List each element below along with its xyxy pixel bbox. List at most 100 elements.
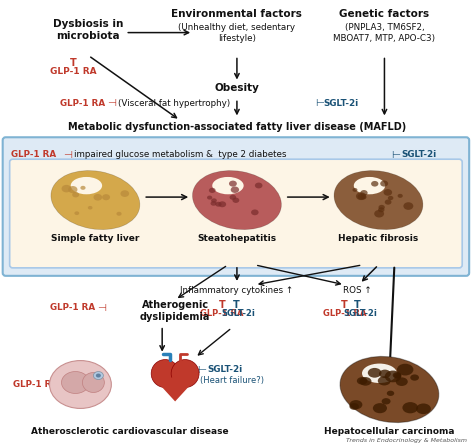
Ellipse shape (120, 190, 129, 197)
Text: Hepatocellular carcinoma: Hepatocellular carcinoma (324, 427, 455, 436)
Ellipse shape (359, 377, 372, 386)
Text: SGLT-2i: SGLT-2i (207, 365, 242, 374)
Text: Dysbiosis in
microbiota: Dysbiosis in microbiota (53, 19, 124, 41)
Text: GLP-1 RA: GLP-1 RA (50, 67, 97, 76)
Text: GLP-1 RA: GLP-1 RA (60, 99, 105, 108)
Ellipse shape (255, 183, 263, 189)
Ellipse shape (102, 194, 110, 200)
Ellipse shape (416, 404, 431, 414)
Ellipse shape (211, 198, 217, 203)
Circle shape (171, 360, 199, 388)
Ellipse shape (229, 195, 236, 200)
Text: dyslipidemia: dyslipidemia (140, 312, 210, 322)
Text: ⊢: ⊢ (197, 365, 206, 375)
Ellipse shape (209, 188, 216, 193)
Ellipse shape (81, 186, 86, 190)
Ellipse shape (378, 207, 384, 212)
Ellipse shape (51, 171, 140, 229)
Ellipse shape (251, 210, 259, 215)
Text: (Heart failure?): (Heart failure?) (200, 376, 264, 385)
Text: Trends in Endocrinology & Metabolism: Trends in Endocrinology & Metabolism (346, 438, 467, 444)
Text: T: T (219, 300, 225, 310)
Polygon shape (153, 378, 197, 401)
Text: Inflammatory cytokines ↑: Inflammatory cytokines ↑ (180, 286, 293, 295)
Ellipse shape (82, 373, 104, 392)
Ellipse shape (410, 375, 419, 381)
Text: SGLT-2i: SGLT-2i (324, 99, 359, 108)
Text: Metabolic dysfunction-associated fatty liver disease (MAFLD): Metabolic dysfunction-associated fatty l… (68, 122, 406, 132)
Ellipse shape (88, 206, 92, 210)
Ellipse shape (231, 186, 239, 193)
Ellipse shape (356, 192, 366, 200)
Ellipse shape (68, 186, 77, 193)
Ellipse shape (229, 181, 237, 187)
Ellipse shape (396, 377, 408, 386)
Ellipse shape (93, 194, 102, 201)
Ellipse shape (192, 171, 282, 229)
Ellipse shape (380, 181, 388, 187)
Text: GLP-1 RA: GLP-1 RA (13, 380, 58, 389)
Ellipse shape (93, 371, 103, 379)
Ellipse shape (349, 400, 363, 409)
Text: Genetic factors: Genetic factors (339, 9, 429, 19)
Ellipse shape (371, 181, 378, 186)
Text: Environmental factors: Environmental factors (172, 9, 302, 19)
Ellipse shape (212, 177, 244, 194)
Ellipse shape (72, 192, 79, 198)
Ellipse shape (398, 194, 403, 198)
Ellipse shape (210, 201, 217, 206)
Ellipse shape (96, 374, 101, 378)
Text: T: T (341, 300, 348, 310)
Text: ⊣: ⊣ (64, 150, 73, 160)
Ellipse shape (353, 188, 357, 192)
Text: GLP-1 RA: GLP-1 RA (50, 303, 95, 312)
Text: ROS ↑: ROS ↑ (343, 286, 372, 295)
Text: Simple fatty liver: Simple fatty liver (51, 234, 139, 243)
Ellipse shape (379, 370, 391, 378)
Text: Hepatic fibrosis: Hepatic fibrosis (338, 234, 419, 243)
Text: impaired glucose metabolism &  type 2 diabetes: impaired glucose metabolism & type 2 dia… (74, 150, 287, 159)
Text: (Unhealthy diet, sedentary
lifestyle): (Unhealthy diet, sedentary lifestyle) (178, 23, 295, 43)
Ellipse shape (402, 402, 418, 414)
Ellipse shape (392, 372, 401, 378)
Ellipse shape (334, 171, 423, 229)
Ellipse shape (354, 177, 385, 194)
Ellipse shape (357, 377, 367, 385)
Ellipse shape (378, 205, 385, 210)
Text: SGLT-2i: SGLT-2i (401, 150, 437, 159)
Text: SGLT-2i: SGLT-2i (221, 309, 255, 318)
Ellipse shape (368, 368, 382, 378)
Ellipse shape (219, 201, 226, 207)
Ellipse shape (357, 194, 365, 200)
Ellipse shape (373, 403, 387, 413)
Text: ⊢: ⊢ (392, 150, 401, 160)
Text: T: T (70, 57, 77, 68)
Ellipse shape (215, 202, 221, 207)
Text: GLP-1 RA: GLP-1 RA (323, 309, 366, 318)
Ellipse shape (378, 376, 391, 385)
Text: T: T (233, 300, 239, 310)
Text: ⊣: ⊣ (51, 379, 60, 389)
Ellipse shape (340, 357, 439, 422)
Text: Steatohepatitis: Steatohepatitis (197, 234, 276, 243)
Ellipse shape (383, 189, 392, 196)
Ellipse shape (71, 177, 102, 194)
Text: T: T (354, 300, 361, 310)
Ellipse shape (388, 196, 393, 200)
Ellipse shape (374, 210, 384, 218)
FancyBboxPatch shape (9, 159, 462, 268)
Text: Atherogenic: Atherogenic (142, 300, 209, 310)
Ellipse shape (50, 361, 111, 409)
Text: SGLT-2i: SGLT-2i (344, 309, 377, 318)
Ellipse shape (117, 212, 122, 216)
Ellipse shape (385, 199, 392, 205)
FancyBboxPatch shape (3, 137, 469, 276)
Ellipse shape (382, 398, 391, 405)
Text: GLP-1 RA: GLP-1 RA (10, 150, 56, 159)
Ellipse shape (207, 196, 212, 200)
Ellipse shape (387, 391, 394, 396)
Ellipse shape (360, 195, 366, 199)
Text: Obesity: Obesity (215, 83, 259, 94)
Ellipse shape (385, 370, 401, 382)
Ellipse shape (74, 211, 79, 215)
